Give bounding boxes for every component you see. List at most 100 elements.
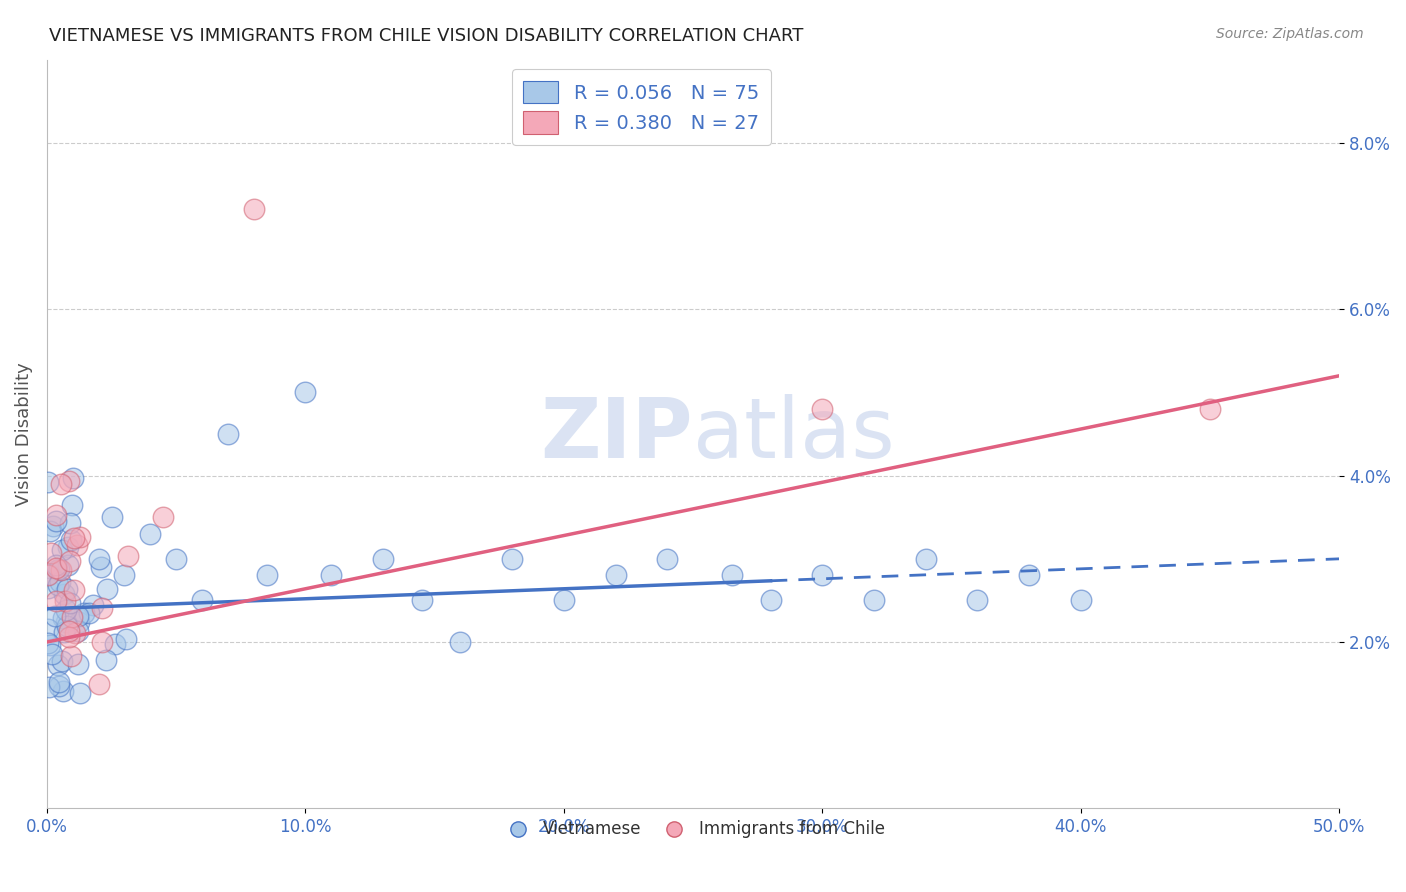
Point: [45, 558, 67, 572]
Point: [51, 477, 73, 491]
Point: [38, 680, 60, 694]
Point: [52, 610, 75, 624]
Point: [37, 581, 59, 595]
Point: [58, 540, 80, 554]
Point: [100, 510, 122, 524]
Point: [66, 538, 89, 552]
Point: [37, 475, 59, 489]
Point: [1070, 593, 1092, 607]
Point: [63, 583, 86, 598]
Point: [37, 567, 59, 582]
Point: [55, 615, 77, 629]
Point: [114, 568, 136, 582]
Point: [48, 574, 70, 589]
Point: [59, 533, 82, 547]
Point: [42, 518, 65, 533]
Point: [53, 625, 76, 640]
Point: [55, 582, 77, 596]
Point: [115, 632, 138, 647]
Point: [41, 648, 63, 662]
Point: [87, 676, 110, 690]
Point: [59, 649, 82, 664]
Point: [53, 587, 76, 601]
Point: [69, 686, 91, 700]
Point: [48, 674, 70, 689]
Point: [58, 474, 80, 488]
Point: [217, 427, 239, 442]
Point: [605, 568, 627, 582]
Point: [45, 563, 67, 577]
Point: [553, 593, 575, 607]
Point: [96, 653, 118, 667]
Point: [60, 499, 83, 513]
Point: [721, 568, 744, 582]
Point: [59, 554, 82, 568]
Point: [38, 524, 60, 538]
Point: [66, 657, 89, 671]
Point: [55, 619, 77, 633]
Point: [37, 636, 59, 650]
Point: [48, 679, 70, 693]
Text: Source: ZipAtlas.com: Source: ZipAtlas.com: [1216, 27, 1364, 41]
Point: [759, 593, 782, 607]
Text: ZIP: ZIP: [540, 393, 693, 475]
Point: [56, 558, 79, 573]
Point: [48, 562, 70, 576]
Point: [411, 593, 433, 607]
Point: [44, 608, 66, 623]
Point: [1199, 402, 1222, 417]
Point: [63, 625, 86, 640]
Point: [77, 606, 100, 620]
Point: [1018, 568, 1040, 582]
Point: [91, 600, 114, 615]
Point: [242, 202, 264, 217]
Point: [321, 568, 343, 582]
Point: [73, 606, 96, 620]
Point: [59, 516, 82, 531]
Point: [371, 551, 394, 566]
Point: [49, 563, 72, 577]
Point: [811, 568, 834, 582]
Point: [139, 527, 162, 541]
Point: [104, 637, 127, 651]
Point: [87, 551, 110, 566]
Point: [52, 684, 75, 698]
Text: atlas: atlas: [693, 393, 894, 475]
Point: [45, 514, 67, 528]
Point: [58, 624, 80, 639]
Point: [96, 582, 118, 596]
Point: [66, 624, 89, 639]
Point: [62, 532, 84, 546]
Point: [69, 530, 91, 544]
Point: [58, 630, 80, 644]
Point: [165, 551, 187, 566]
Point: [191, 593, 214, 607]
Text: VIETNAMESE VS IMMIGRANTS FROM CHILE VISION DISABILITY CORRELATION CHART: VIETNAMESE VS IMMIGRANTS FROM CHILE VISI…: [49, 27, 804, 45]
Point: [82, 598, 104, 612]
Point: [501, 551, 523, 566]
Point: [67, 608, 90, 623]
Point: [294, 385, 316, 400]
Point: [67, 615, 90, 629]
Point: [117, 549, 139, 564]
Point: [39, 638, 62, 652]
Point: [46, 658, 69, 673]
Point: [60, 610, 83, 624]
Point: [657, 551, 679, 566]
Point: [46, 577, 69, 591]
Point: [45, 508, 67, 522]
Point: [55, 603, 77, 617]
Point: [863, 593, 886, 607]
Point: [62, 471, 84, 485]
Point: [38, 567, 60, 582]
Point: [90, 635, 112, 649]
Point: [152, 510, 174, 524]
Point: [51, 654, 73, 668]
Point: [811, 402, 834, 417]
Point: [51, 542, 73, 557]
Point: [45, 594, 67, 608]
Point: [256, 568, 278, 582]
Point: [37, 622, 59, 636]
Point: [90, 560, 112, 574]
Legend: Vietnamese, Immigrants from Chile: Vietnamese, Immigrants from Chile: [494, 814, 891, 845]
